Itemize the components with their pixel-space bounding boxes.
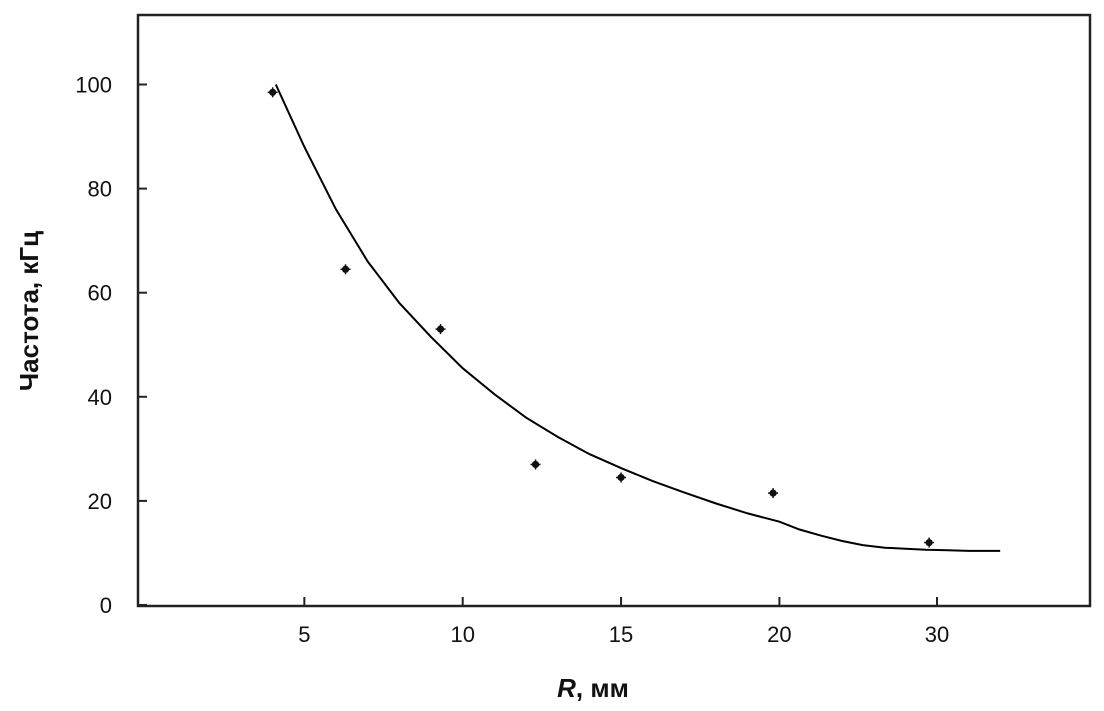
data-point: [924, 537, 935, 548]
data-point: [530, 459, 541, 470]
x-tick-label: 30: [925, 622, 949, 647]
data-point: [768, 488, 779, 499]
plot-frame: [136, 13, 1092, 608]
x-tick-label: 15: [609, 622, 633, 647]
data-point: [267, 87, 278, 98]
x-tick-label: 5: [298, 622, 310, 647]
y-tick-label: 100: [75, 73, 112, 98]
y-tick-label: 20: [88, 489, 112, 514]
fitted-curve: [274, 84, 1001, 552]
x-axis-variable: R: [557, 673, 576, 703]
y-tick-label: 60: [88, 281, 112, 306]
x-axis-ticks: 5 10 15 20 30: [298, 597, 949, 647]
x-tick-label: 20: [767, 622, 791, 647]
x-tick-label: 10: [450, 622, 474, 647]
y-tick-label: 80: [88, 177, 112, 202]
y-axis-ticks: 0 20 40 60 80 100: [75, 73, 147, 618]
y-axis-title: Частота, кГц: [14, 231, 44, 391]
x-axis-title: R, мм: [557, 673, 629, 703]
data-point: [616, 472, 627, 483]
y-tick-label: 0: [100, 593, 112, 618]
data-point: [435, 324, 446, 335]
y-tick-label: 40: [88, 385, 112, 410]
data-points: [267, 87, 935, 548]
data-point: [340, 264, 351, 275]
x-axis-unit: , мм: [576, 673, 629, 703]
